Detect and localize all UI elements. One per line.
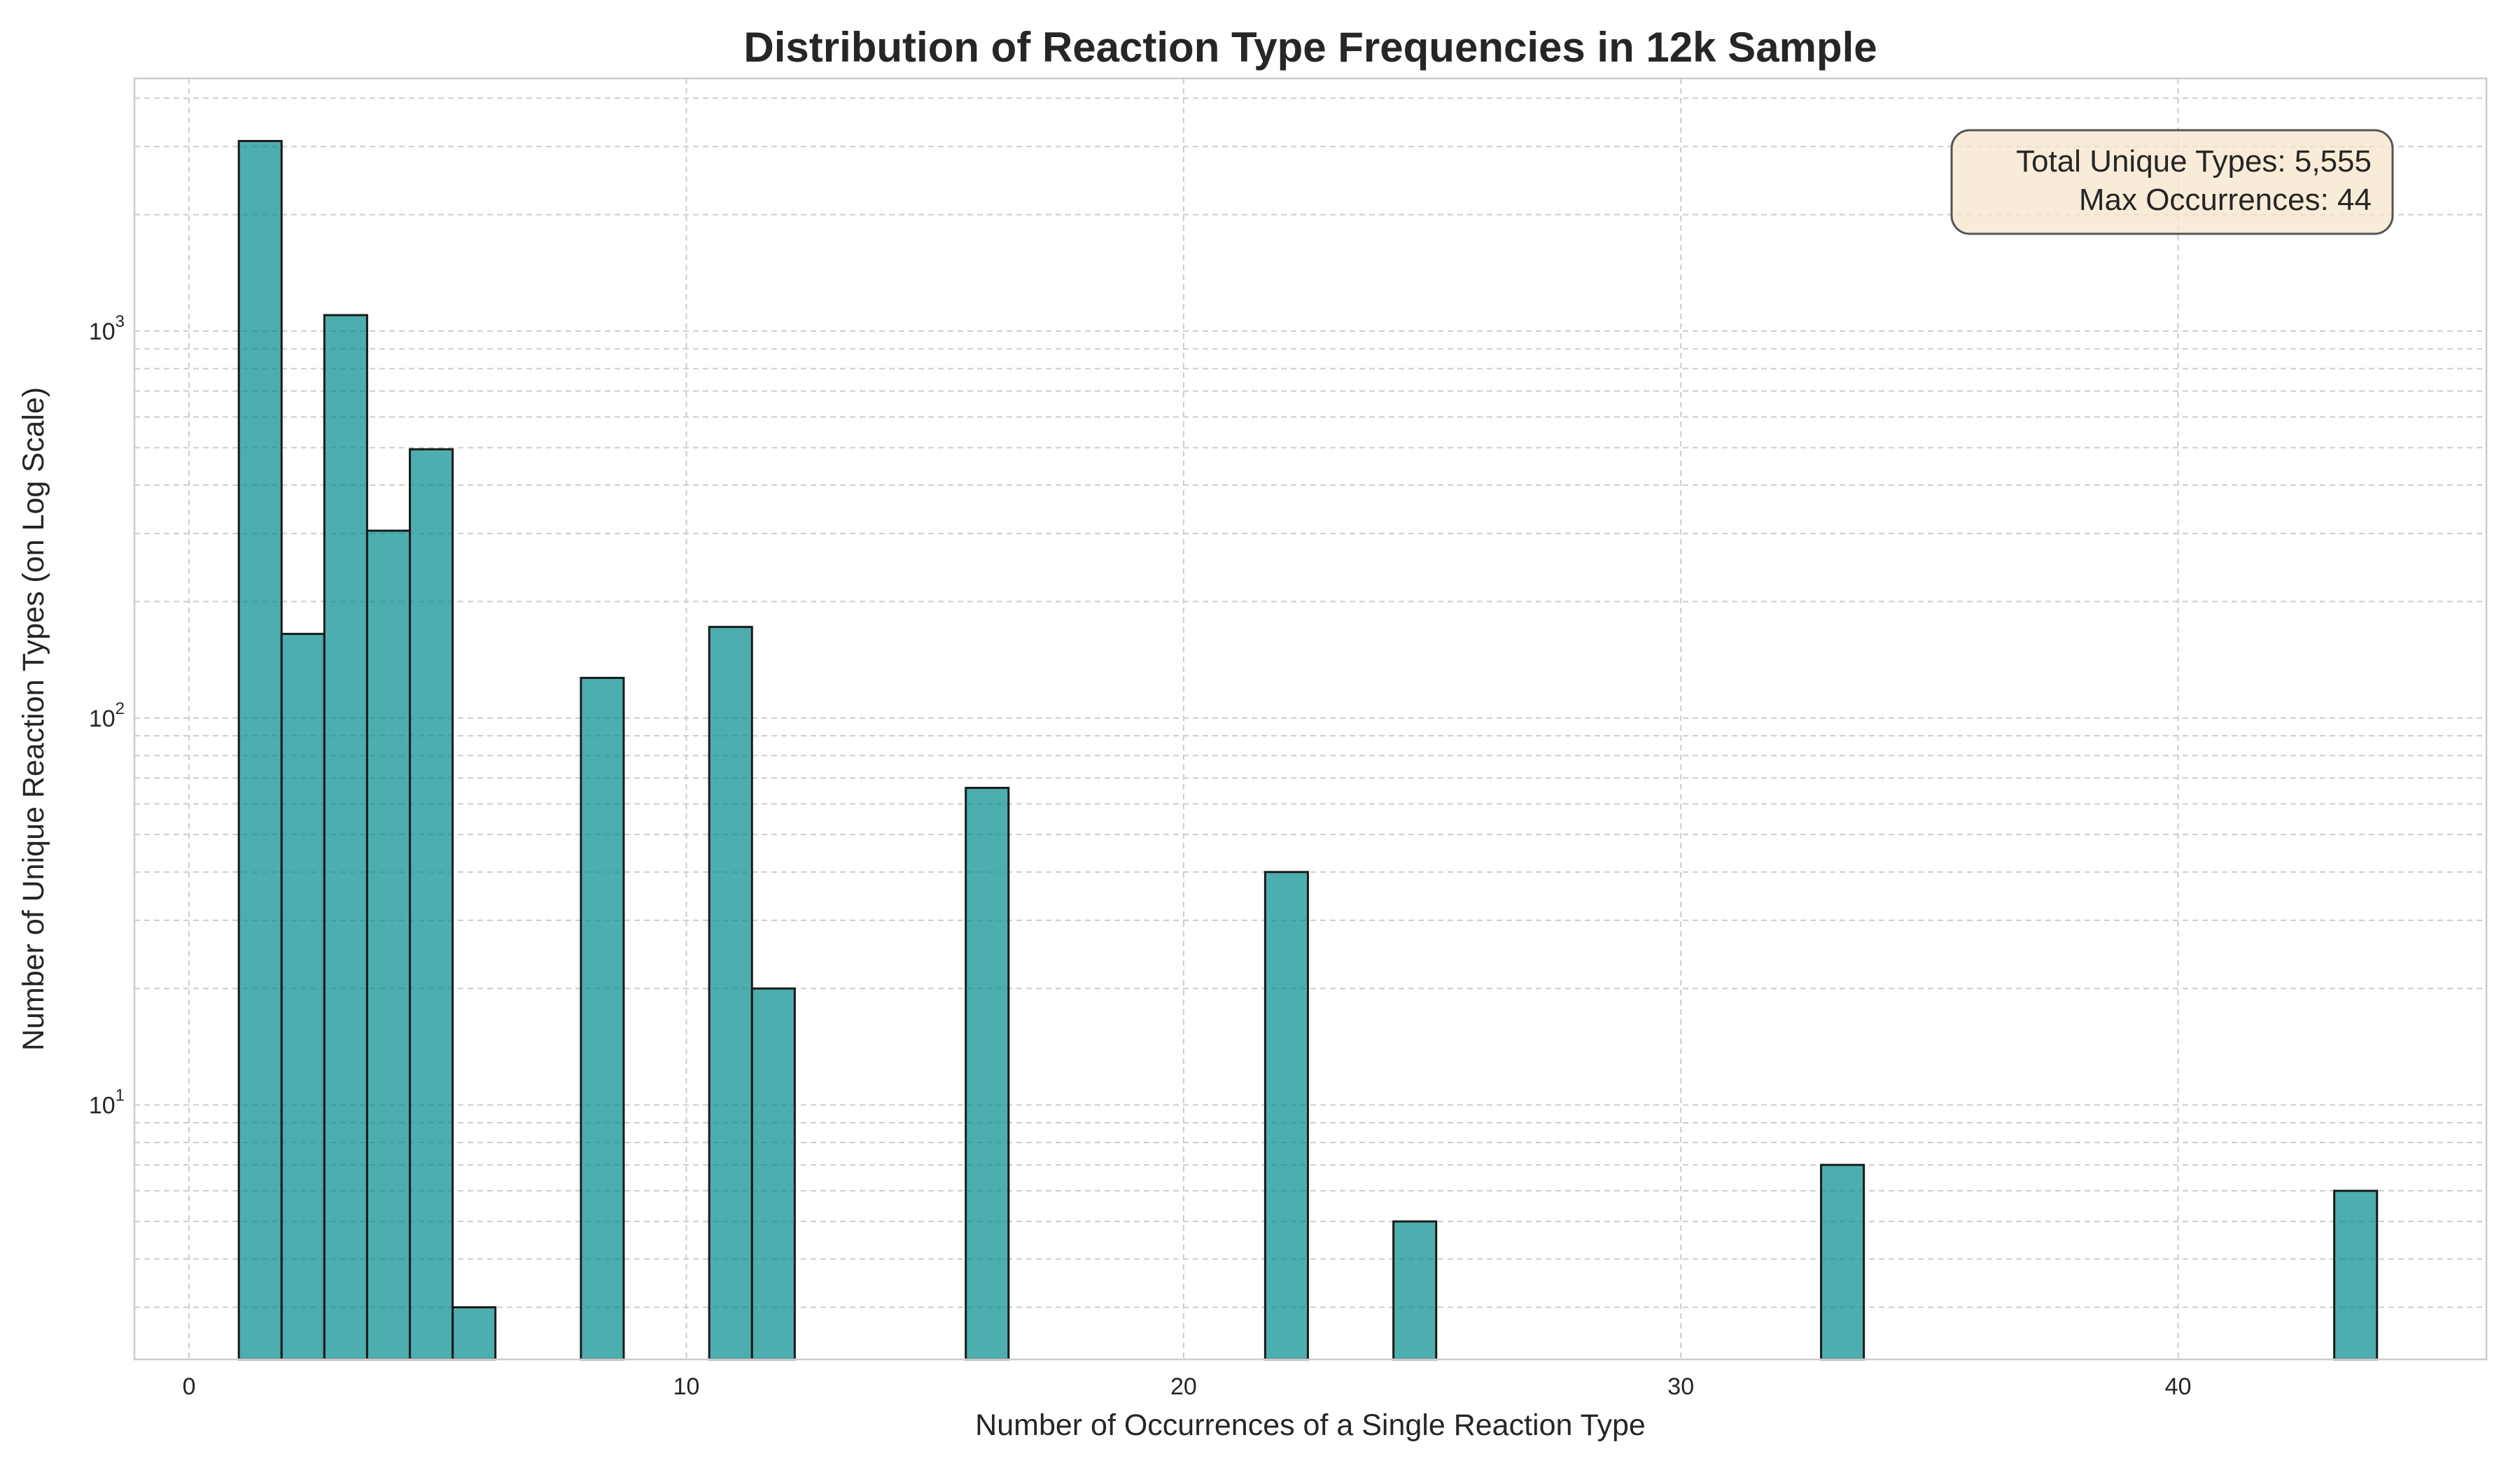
histogram-bar <box>280 633 326 1361</box>
x-tick-label: 20 <box>1170 1373 1197 1400</box>
plot-frame <box>133 77 2488 1361</box>
y-tick-label: 101 <box>89 1086 125 1119</box>
histogram-bar <box>750 987 796 1361</box>
x-axis-label: Number of Occurrences of a Single Reacti… <box>975 1408 1646 1442</box>
histogram-bar <box>2333 1189 2379 1361</box>
ticks-layer: 0 10 20 30 40 101 102 103 <box>89 312 2192 1400</box>
x-tick-label: 0 <box>183 1373 196 1400</box>
y-tick-label: 103 <box>89 312 125 345</box>
histogram-bar <box>451 1306 497 1361</box>
stats-total-unique-types: Total Unique Types: 5,555 <box>2016 144 2372 178</box>
histogram-bar <box>708 626 753 1361</box>
x-tick-label: 40 <box>2165 1373 2192 1400</box>
histogram-bar <box>580 676 625 1361</box>
grid-layer <box>134 78 2486 1359</box>
x-tick-label: 10 <box>673 1373 700 1400</box>
stats-annotation-box: Total Unique Types: 5,555 Max Occurrence… <box>1950 129 2394 235</box>
histogram-bar <box>365 529 412 1361</box>
x-tick-label: 30 <box>1667 1373 1694 1400</box>
histogram-bar <box>237 139 283 1361</box>
histogram-bar <box>965 787 1010 1361</box>
histogram-bar <box>409 448 454 1361</box>
histogram-bar <box>1820 1163 1865 1361</box>
histogram-bar <box>323 314 368 1361</box>
stats-annotation-background <box>1950 129 2394 235</box>
stats-max-occurrences: Max Occurrences: 44 <box>2079 183 2372 217</box>
y-axis-label: Number of Unique Reaction Types (on Log … <box>17 387 50 1051</box>
chart-title: Distribution of Reaction Type Frequencie… <box>743 24 1877 71</box>
y-tick-label: 102 <box>89 699 125 732</box>
histogram-bar <box>1392 1220 1438 1361</box>
histogram-bar <box>1264 871 1309 1361</box>
